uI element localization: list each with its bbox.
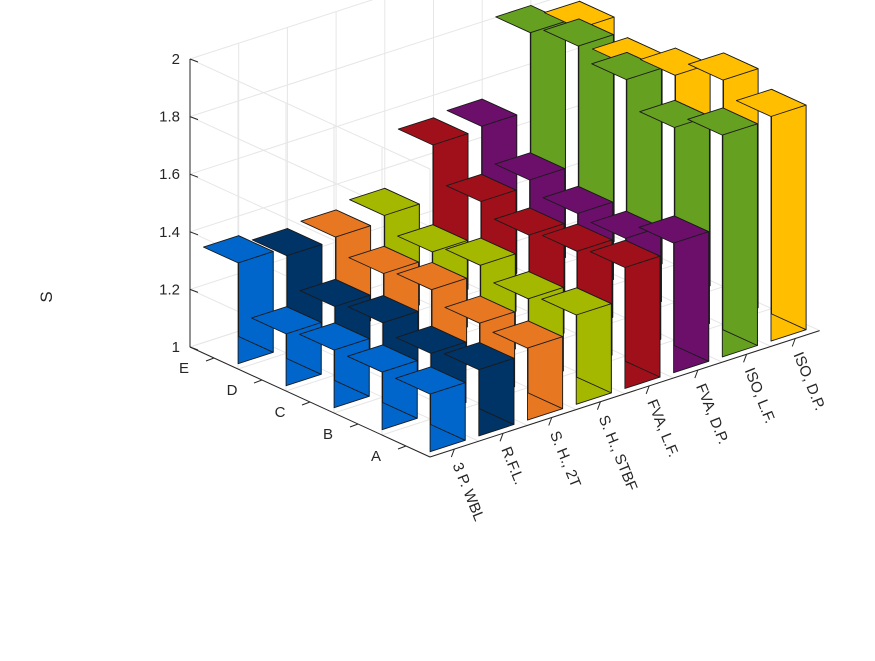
row-tick-label: B — [323, 426, 333, 443]
bar-top-face — [589, 239, 661, 268]
row-tick-label: E — [179, 360, 189, 377]
row-tick — [397, 445, 407, 450]
bar — [395, 366, 466, 453]
bar — [638, 215, 710, 374]
bar-top-face — [347, 295, 419, 324]
bar-top-face — [543, 0, 615, 29]
bar — [541, 287, 612, 405]
column-tick-label: FVA, D.P. — [692, 381, 732, 446]
z-tick-label: 1.6 — [159, 166, 180, 183]
column-axis-line — [429, 330, 820, 458]
column-tick-label: FVA, L.F. — [643, 397, 681, 460]
column-tick-label: ISO, D.P. — [790, 350, 829, 413]
bar-top-face — [492, 320, 564, 349]
column-tick-label: R.F.L. — [497, 444, 527, 487]
bar-top-face — [542, 185, 614, 214]
bar-top-face — [445, 173, 517, 202]
row-tick — [301, 401, 311, 406]
bar — [735, 88, 807, 342]
bar-top-face — [493, 271, 564, 300]
bar-top-face — [349, 187, 420, 216]
row-tick — [349, 423, 359, 428]
row-tick — [253, 379, 263, 384]
column-tick — [450, 448, 455, 458]
bar-top-face — [687, 52, 759, 81]
bar-top-face — [299, 322, 370, 351]
row-tick — [205, 357, 215, 362]
bar-top-face — [444, 295, 516, 324]
bar — [251, 306, 322, 387]
bar-top-face — [541, 287, 612, 316]
row-tick-label: D — [227, 382, 238, 399]
bar-top-face — [203, 235, 274, 264]
bar-top-face — [493, 207, 565, 236]
z-tick-label: 1.2 — [159, 281, 180, 298]
z-tick-label: 1.4 — [159, 224, 180, 241]
bar-top-face — [395, 366, 466, 395]
bar-top-face — [396, 262, 468, 291]
bar — [347, 344, 418, 431]
z-tick-label: 1 — [172, 339, 180, 356]
column-tick — [548, 417, 553, 426]
bar-top-face — [251, 228, 323, 257]
z-axis-label: S — [37, 291, 56, 302]
row-tick-label: A — [371, 448, 381, 465]
bar-top-face — [495, 5, 566, 34]
row-tick-label: C — [275, 404, 286, 421]
bar-top-face — [445, 237, 516, 266]
z-tick — [189, 288, 199, 293]
bar-top-face — [494, 152, 566, 181]
bar-top-face — [591, 51, 662, 81]
column-tick — [596, 401, 601, 410]
bar-top-face — [395, 325, 467, 354]
bar-top-face — [541, 223, 613, 252]
z-tick — [189, 58, 199, 63]
z-tick-label: 1.8 — [159, 109, 180, 126]
column-tick — [694, 369, 699, 379]
z-tick — [189, 346, 199, 351]
z-tick — [189, 116, 199, 121]
bar-top-face — [251, 306, 322, 335]
z-tick-label: 2 — [172, 51, 180, 68]
bar-top-face — [638, 215, 710, 244]
bar-side-face — [771, 88, 807, 331]
bar-top-face — [735, 88, 807, 117]
column-tick-label: S. H., 2T — [546, 429, 584, 490]
bar-top-face — [446, 98, 518, 127]
bar-top-face — [347, 344, 418, 373]
column-tick-label: S. H., STBF — [595, 413, 641, 494]
column-tick — [743, 354, 748, 363]
bar-top-face — [300, 209, 372, 238]
bar-top-face — [397, 224, 468, 253]
column-tick-label: 3 P. WBL — [449, 460, 488, 523]
bar — [203, 235, 274, 365]
bar — [589, 239, 661, 389]
bar — [443, 342, 515, 437]
bar — [687, 107, 758, 358]
column-tick-label: ISO, L.F. — [741, 365, 779, 425]
bar-top-face — [543, 18, 614, 47]
bar — [492, 320, 564, 421]
axes — [189, 58, 820, 458]
bar-top-face — [687, 107, 758, 136]
bar-top-face — [397, 117, 469, 146]
bar-top-face — [443, 342, 515, 371]
bar-side-face — [722, 107, 758, 346]
column-tick — [499, 433, 504, 442]
bar-top-face — [299, 278, 371, 307]
z-tick — [189, 231, 199, 236]
z-tick — [189, 173, 199, 178]
bar-top-face — [348, 245, 420, 274]
column-tick — [791, 338, 796, 347]
column-tick — [645, 385, 650, 395]
bars — [203, 0, 807, 453]
